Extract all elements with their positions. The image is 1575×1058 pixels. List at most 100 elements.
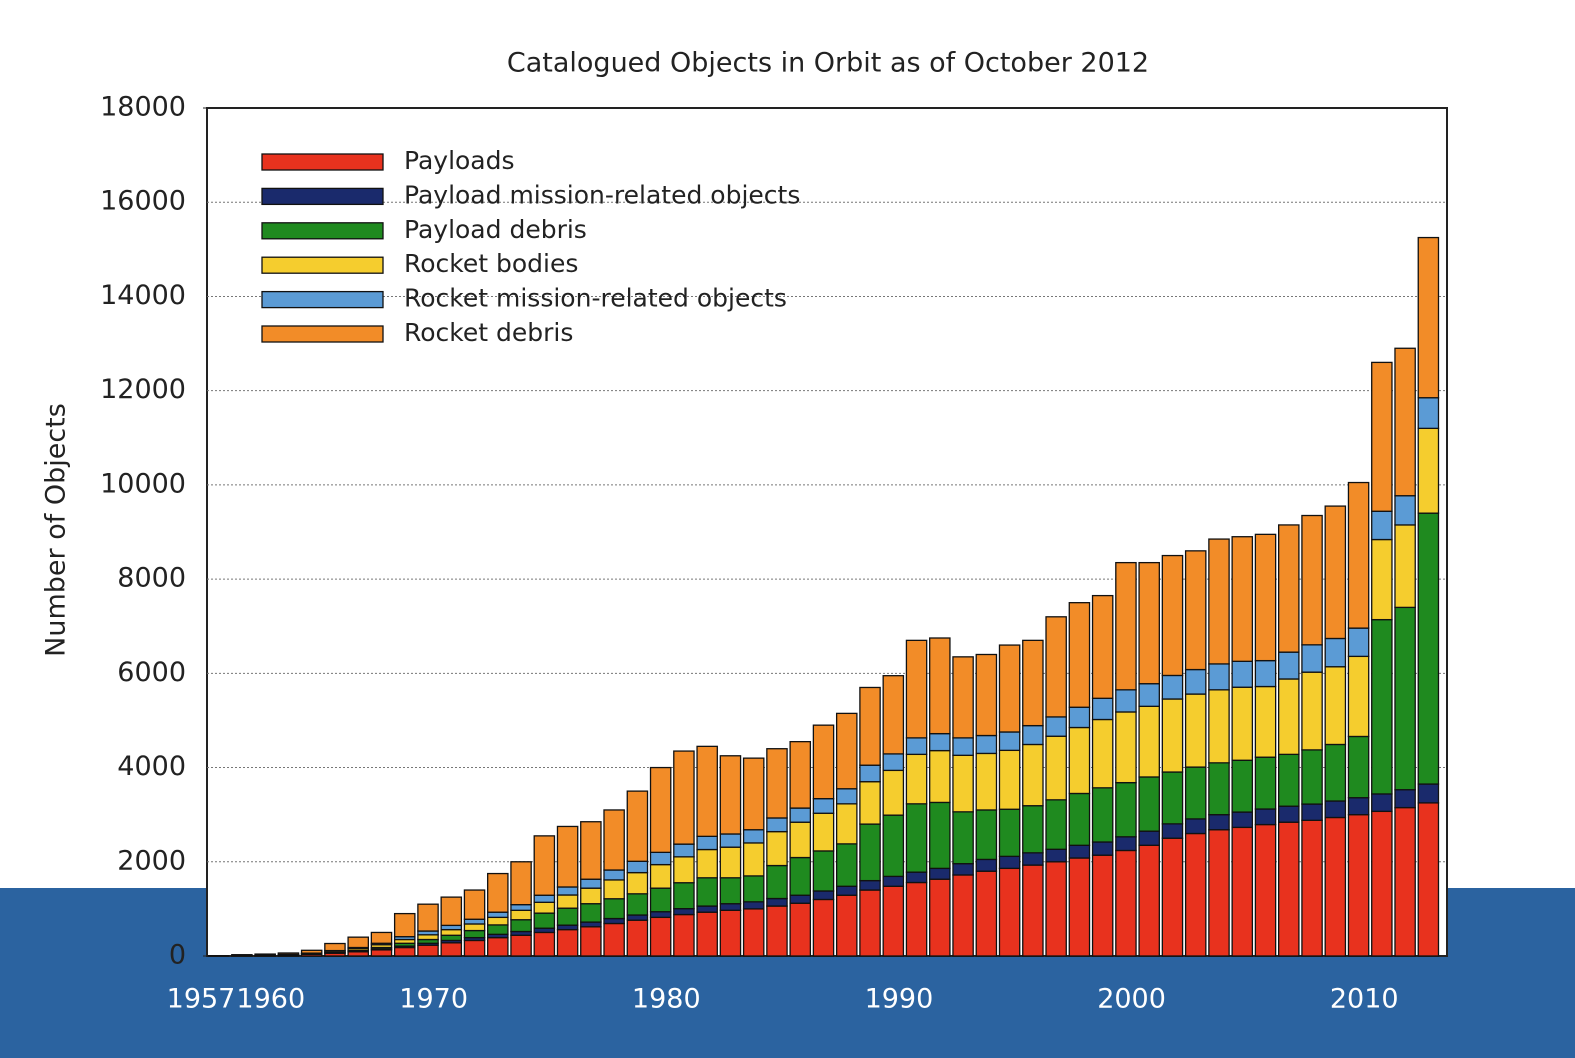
bar-segment bbox=[556, 928, 579, 957]
bar-segment bbox=[533, 912, 556, 929]
bar-segment bbox=[417, 903, 439, 932]
bar-segment bbox=[603, 809, 625, 871]
bar-segment bbox=[1022, 864, 1044, 957]
bar-segment bbox=[626, 860, 649, 874]
bar-segment bbox=[719, 755, 742, 835]
bar-segment bbox=[510, 861, 532, 906]
bar-segment bbox=[952, 811, 974, 865]
bar-segment bbox=[1045, 799, 1067, 850]
bar-segment bbox=[370, 931, 393, 944]
bar-segment bbox=[603, 922, 625, 957]
bar-segment bbox=[1184, 693, 1207, 768]
bar-segment bbox=[1022, 724, 1044, 746]
y-tick-label: 10000 bbox=[100, 468, 186, 499]
bar-segment bbox=[1161, 554, 1184, 677]
bar-segment bbox=[696, 905, 718, 913]
bar-segment bbox=[324, 942, 346, 952]
bar-segment bbox=[1394, 495, 1416, 526]
y-tick-label: 18000 bbox=[100, 92, 186, 123]
bar-segment bbox=[1091, 787, 1114, 843]
bar-segment bbox=[975, 752, 998, 811]
bar-segment bbox=[1045, 735, 1067, 801]
y-tick-label: 2000 bbox=[117, 845, 186, 876]
bar-segment bbox=[1138, 830, 1160, 846]
bar-segment bbox=[1138, 683, 1160, 707]
bar-segment bbox=[1068, 792, 1091, 846]
bar-segment bbox=[929, 801, 951, 870]
bar-segment bbox=[1324, 743, 1347, 802]
bar-segment bbox=[1138, 561, 1160, 685]
bar-segment bbox=[929, 732, 951, 752]
bar-segment bbox=[1091, 841, 1114, 856]
bar-segment bbox=[626, 790, 649, 862]
bar-segment bbox=[1091, 697, 1114, 721]
x-tick-label: 1960 bbox=[236, 984, 305, 1015]
x-tick-label: 1957 bbox=[167, 984, 236, 1015]
bar-segment bbox=[1347, 627, 1370, 658]
bar-segment bbox=[1184, 668, 1207, 695]
bar-segment bbox=[719, 903, 742, 911]
bar-segment bbox=[1138, 844, 1160, 957]
bar-segment bbox=[1347, 735, 1370, 799]
bar-segment bbox=[649, 911, 672, 919]
bar-segment bbox=[1324, 505, 1347, 640]
legend-label: Payload debris bbox=[404, 215, 587, 244]
bar-segment bbox=[859, 764, 881, 783]
y-tick-label: 12000 bbox=[100, 374, 186, 405]
bar-segment bbox=[929, 867, 951, 880]
bar-segment bbox=[487, 916, 509, 926]
bar-segment bbox=[673, 913, 695, 957]
bar-segment bbox=[1324, 800, 1347, 819]
bar-segment bbox=[580, 887, 602, 905]
bar-segment bbox=[905, 881, 928, 957]
bar-segment bbox=[859, 879, 881, 891]
bar-segment bbox=[1208, 814, 1230, 831]
bar-segment bbox=[1091, 854, 1114, 957]
y-tick-label: 0 bbox=[169, 940, 186, 971]
bar-segment bbox=[1371, 793, 1393, 813]
legend-label: Payloads bbox=[404, 146, 515, 175]
bar-segment bbox=[649, 851, 672, 866]
bar-segment bbox=[580, 903, 602, 923]
bar-segment bbox=[929, 749, 951, 804]
bar-segment bbox=[998, 749, 1021, 810]
bar-segment bbox=[1301, 644, 1323, 673]
bar-segment bbox=[440, 942, 463, 957]
bar-segment bbox=[789, 894, 812, 904]
bar-segment bbox=[1138, 776, 1160, 832]
bar-segment bbox=[533, 901, 556, 914]
bar-segment bbox=[1347, 797, 1370, 816]
bar-segment bbox=[1278, 805, 1300, 823]
bar-segment bbox=[1045, 716, 1067, 737]
bar-segment bbox=[1022, 639, 1044, 727]
bar-segment bbox=[696, 835, 718, 851]
bar-segment bbox=[835, 788, 858, 805]
bar-segment bbox=[1208, 829, 1230, 957]
bar-segment bbox=[835, 894, 858, 957]
bar-segment bbox=[882, 875, 905, 887]
bar-segment bbox=[673, 908, 695, 916]
bar-segment bbox=[882, 675, 905, 755]
legend-swatch bbox=[261, 187, 384, 206]
bar-segment bbox=[1022, 805, 1044, 854]
bar-segment bbox=[580, 921, 602, 928]
bar-segment bbox=[673, 843, 695, 858]
legend-swatch bbox=[261, 222, 384, 240]
bar-segment bbox=[952, 737, 974, 756]
bar-segment bbox=[1231, 660, 1254, 688]
bar-segment bbox=[882, 814, 905, 878]
bar-segment bbox=[1254, 659, 1277, 688]
bar-segment bbox=[370, 949, 393, 957]
bar-segment bbox=[789, 740, 812, 809]
bar-segment bbox=[998, 867, 1021, 957]
bar-segment bbox=[1138, 705, 1160, 778]
bar-segment bbox=[556, 894, 579, 909]
bar-segment bbox=[1394, 789, 1416, 809]
bar-segment bbox=[254, 953, 276, 956]
bar-segment bbox=[463, 918, 486, 925]
y-tick-label: 8000 bbox=[117, 563, 186, 594]
bar-segment bbox=[1068, 602, 1091, 708]
bar-segment bbox=[742, 829, 765, 844]
